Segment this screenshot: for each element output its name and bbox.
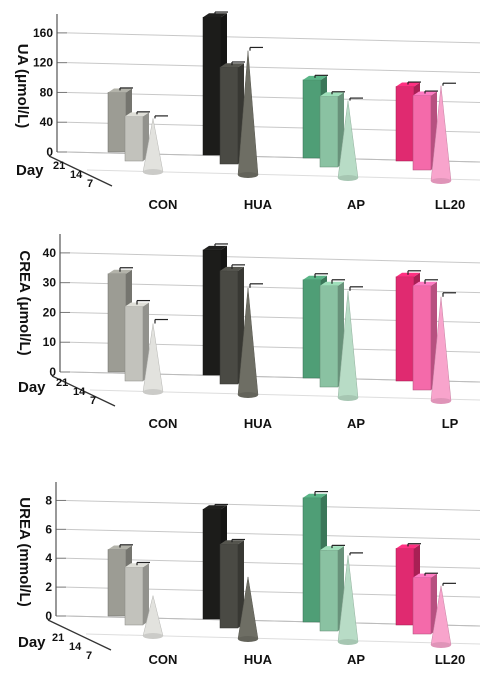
bar-ll20-day14	[412, 95, 432, 171]
cone-base	[143, 389, 163, 395]
category-label: CON	[149, 652, 178, 667]
chart-panel-1: 0 10 20 30 40 CREA (μmol/L) Day 21 14 7 CON HUA AP LP	[16, 234, 481, 431]
bar-hua-day14	[219, 270, 239, 385]
cone-base	[338, 175, 358, 181]
depth-axis	[51, 375, 116, 407]
y-tick-label: 4	[45, 551, 52, 565]
bar-side	[238, 540, 244, 628]
cone-base	[143, 169, 163, 175]
y-tick-label: 0	[46, 145, 53, 159]
cone-base	[431, 178, 451, 184]
bar-ap-day14	[319, 96, 339, 168]
depth-tick-label: 14	[69, 641, 82, 653]
bar-lp-day21	[395, 276, 415, 382]
bar-con-day14	[124, 116, 144, 162]
depth-tick-label: 14	[70, 169, 83, 181]
bar-ap-day14	[319, 549, 339, 632]
gridline	[65, 528, 481, 540]
category-label: LP	[442, 416, 459, 431]
cone-base	[143, 633, 163, 639]
bar-ll20-day21	[395, 548, 415, 626]
gridline	[69, 252, 481, 264]
chart-panel-2: 0 2 4 6 8 UREA (mmol/L) Day 21 14 7 CON HUA AP LL20	[16, 482, 481, 667]
cone-base	[338, 395, 358, 401]
bar-hua-day21	[202, 508, 222, 620]
bar-top	[203, 13, 227, 18]
depth-axis-label: Day	[18, 634, 46, 651]
gridline	[65, 499, 481, 511]
y-axis-label: CREA (μmol/L)	[16, 250, 33, 355]
category-label: HUA	[244, 197, 273, 212]
y-tick-label: 0	[45, 609, 52, 623]
cone-base	[338, 639, 358, 645]
depth-axis-label: Day	[16, 162, 44, 179]
category-label: AP	[347, 197, 365, 212]
bar-hua-day21	[202, 249, 222, 376]
cone-base	[238, 172, 258, 178]
bar-hua-day14	[219, 66, 239, 165]
depth-tick-label: 21	[53, 160, 65, 172]
y-tick-label: 10	[43, 335, 57, 349]
y-tick-label: 40	[40, 115, 54, 129]
bar-ll20-day14	[412, 577, 432, 635]
category-label: HUA	[244, 652, 273, 667]
bar-ll20-day21	[395, 86, 415, 162]
category-label: HUA	[244, 416, 273, 431]
bar-con-day14	[124, 306, 144, 382]
y-tick-label: 120	[33, 56, 53, 70]
y-tick-label: 80	[40, 85, 54, 99]
bar-ap-day21	[302, 279, 322, 379]
y-tick-label: 6	[45, 522, 52, 536]
gridline	[66, 62, 481, 74]
bar-ap-day21	[302, 497, 322, 623]
y-tick-label: 2	[45, 580, 52, 594]
y-tick-label: 20	[43, 305, 57, 319]
depth-axis	[47, 619, 112, 651]
bar-con-day21	[107, 549, 127, 617]
cone-base	[238, 636, 258, 642]
y-tick-label: 160	[33, 26, 53, 40]
depth-tick-label: 7	[86, 650, 92, 662]
category-label: LL20	[435, 652, 465, 667]
y-tick-label: 40	[43, 246, 57, 260]
depth-axis-label: Day	[18, 379, 46, 396]
y-axis-label: UA (μmol/L)	[14, 44, 31, 128]
cone-base	[431, 642, 451, 648]
bar-ap-day14	[319, 285, 339, 388]
y-tick-label: 0	[49, 365, 56, 379]
depth-tick-label: 7	[87, 178, 93, 190]
bar-hua-day14	[219, 543, 239, 629]
y-tick-label: 8	[45, 493, 52, 507]
bar-con-day14	[124, 566, 144, 626]
depth-tick-label: 7	[90, 395, 96, 407]
y-axis-label: UREA (mmol/L)	[16, 497, 33, 606]
category-label: AP	[347, 416, 365, 431]
category-label: LL20	[435, 197, 465, 212]
category-label: AP	[347, 652, 365, 667]
category-label: CON	[149, 416, 178, 431]
cone-base	[238, 392, 258, 398]
depth-axis	[48, 155, 113, 187]
bar-side	[143, 563, 149, 625]
cone-base	[431, 398, 451, 404]
depth-tick-label: 21	[56, 377, 68, 389]
bar-con-day21	[107, 92, 127, 153]
bar-con-day21	[107, 273, 127, 373]
depth-tick-label: 21	[52, 632, 64, 644]
gridline	[66, 32, 481, 44]
y-tick-label: 30	[43, 276, 57, 290]
depth-tick-label: 14	[73, 386, 86, 398]
category-label: CON	[149, 197, 178, 212]
bar-hua-day21	[202, 17, 222, 156]
bar-lp-day14	[412, 285, 432, 391]
bar-ap-day21	[302, 79, 322, 159]
